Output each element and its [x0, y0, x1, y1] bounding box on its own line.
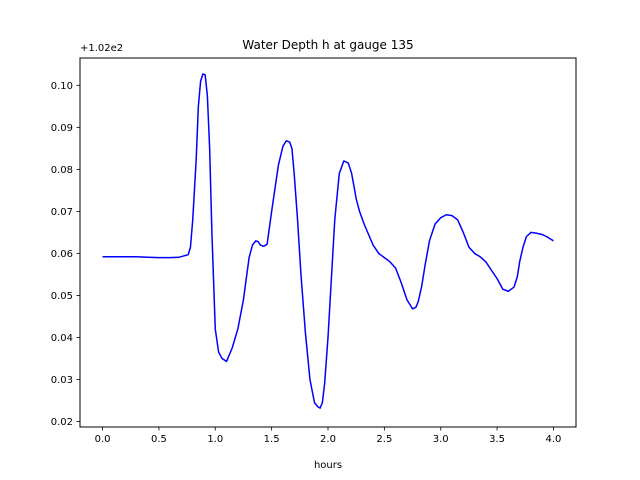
y-tick-label: 0.08	[51, 165, 73, 176]
x-tick-label: 2.0	[320, 434, 336, 445]
plot-frame	[79, 57, 577, 428]
x-tick-label: 3.0	[433, 434, 449, 445]
y-tick-label: 0.04	[51, 333, 73, 344]
y-axis: 0.02 0.03 0.04 0.05 0.06 0.07 0.08 0.09 0.10	[51, 81, 80, 428]
x-tick-label: 3.5	[489, 434, 505, 445]
y-tick-label: 0.07	[51, 207, 73, 218]
y-tick-label: 0.09	[51, 123, 73, 134]
x-tick-label: 0.5	[151, 434, 167, 445]
x-tick-label: 2.5	[376, 434, 392, 445]
y-tick-label: 0.02	[51, 417, 73, 428]
x-tick-label: 4.0	[546, 434, 562, 445]
y-tick-label: 0.03	[51, 375, 73, 386]
x-axis-label: hours	[314, 460, 342, 471]
series-line-0	[102, 73, 554, 409]
x-tick-label: 0.0	[95, 434, 111, 445]
plot-area	[79, 57, 577, 428]
y-tick-label: 0.06	[51, 249, 73, 260]
x-axis: 0.0 0.5 1.0 1.5 2.0 2.5 3.0 3.5 4.0	[95, 427, 562, 445]
x-tick-label: 1.0	[207, 434, 223, 445]
y-tick-label: 0.05	[51, 291, 73, 302]
y-offset-text: +1.02e2	[80, 43, 123, 54]
chart-title: Water Depth h at gauge 135	[242, 38, 413, 52]
y-tick-label: 0.10	[51, 81, 73, 92]
x-tick-label: 1.5	[264, 434, 280, 445]
